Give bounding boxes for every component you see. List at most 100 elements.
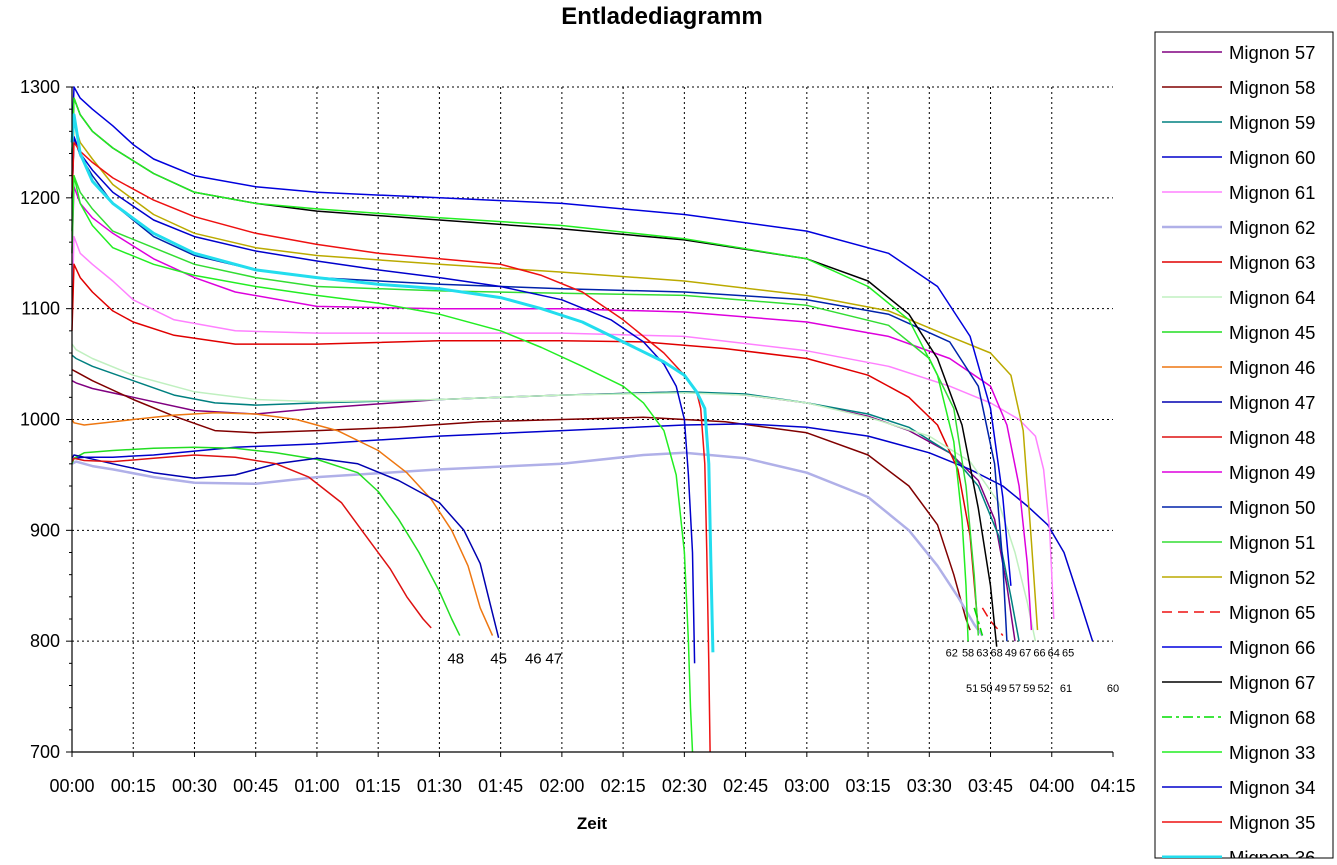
- end-label: 51: [966, 683, 978, 695]
- end-label: 61: [1060, 683, 1072, 695]
- series-line: [71, 343, 1037, 642]
- end-label: 63: [976, 648, 988, 660]
- legend-label: Mignon 63: [1229, 252, 1315, 273]
- legend-label: Mignon 64: [1229, 287, 1315, 308]
- end-label: 57: [1009, 683, 1021, 695]
- x-tick-label: 02:00: [539, 776, 584, 796]
- legend-label: Mignon 48: [1229, 427, 1315, 448]
- series-line: [71, 186, 1033, 631]
- series-line: [71, 368, 971, 631]
- legend-label: Mignon 47: [1229, 392, 1315, 413]
- series-line: [71, 423, 1094, 642]
- x-tick-label: 01:00: [294, 776, 339, 796]
- legend-label: Mignon 60: [1229, 147, 1315, 168]
- x-tick-label: 03:15: [846, 776, 891, 796]
- legend-label: Mignon 51: [1229, 532, 1315, 553]
- end-label: 48: [447, 650, 464, 667]
- y-tick-label: 1200: [20, 188, 60, 208]
- legend-label: Mignon 68: [1229, 707, 1315, 728]
- series-line: [71, 451, 984, 637]
- series-line: [71, 235, 1055, 620]
- x-tick-label: 01:30: [417, 776, 462, 796]
- legend-label: Mignon 49: [1229, 462, 1315, 483]
- end-label: 50: [980, 683, 992, 695]
- y-tick-label: 900: [30, 520, 60, 540]
- series-line: [71, 174, 980, 636]
- series-line: [71, 263, 980, 631]
- series-line: [71, 136, 696, 664]
- legend-label: Mignon 35: [1229, 812, 1315, 833]
- series-lines: [70, 86, 1094, 753]
- legend: Mignon 57 Mignon 58 Mignon 59 Mignon 60 Mign…: [1154, 31, 1334, 865]
- end-label: 49: [1005, 648, 1017, 660]
- grid-lines: [72, 86, 1113, 752]
- end-label: 45: [490, 650, 507, 667]
- series-line: [973, 607, 984, 636]
- legend-label: Mignon 65: [1229, 602, 1315, 623]
- x-tick-label: 02:15: [601, 776, 646, 796]
- legend-label: Mignon 62: [1229, 217, 1315, 238]
- end-label: 62: [946, 648, 958, 660]
- x-tick-label: 00:45: [233, 776, 278, 796]
- y-tick-label: 1300: [20, 77, 60, 97]
- x-tick-label: 02:30: [662, 776, 707, 796]
- end-label: 68: [991, 648, 1003, 660]
- end-label: 60: [1107, 683, 1119, 695]
- x-tick-label: 00:30: [172, 776, 217, 796]
- x-tick-label: 03:45: [968, 776, 1013, 796]
- x-tick-label: 03:00: [784, 776, 829, 796]
- series-line: [71, 136, 1008, 642]
- series-line: [71, 354, 1020, 642]
- end-label: 58: [962, 648, 974, 660]
- legend-label: Mignon 34: [1229, 777, 1315, 798]
- y-tick-label: 700: [30, 742, 60, 762]
- legend-label: Mignon 66: [1229, 637, 1315, 658]
- chart-title: Entladediagramm: [561, 3, 762, 30]
- x-tick-label: 00:15: [111, 776, 156, 796]
- series-line: [71, 121, 1039, 631]
- y-tick-label: 800: [30, 631, 60, 651]
- legend-label: Mignon 58: [1229, 77, 1315, 98]
- end-label: 59: [1023, 683, 1035, 695]
- end-label: 67: [1019, 648, 1031, 660]
- legend-label: Mignon 57: [1229, 42, 1315, 63]
- end-label: 64: [1048, 648, 1060, 660]
- series-line: [70, 113, 715, 653]
- x-tick-label: 01:15: [356, 776, 401, 796]
- end-label: 46: [525, 650, 542, 667]
- x-tick-label: 04:15: [1090, 776, 1135, 796]
- x-tick-label: 02:45: [723, 776, 768, 796]
- legend-label: Mignon 59: [1229, 112, 1315, 133]
- legend-label: Mignon 33: [1229, 742, 1315, 763]
- legend-box: [1154, 31, 1334, 859]
- end-label: 66: [1033, 648, 1045, 660]
- series-line: [71, 446, 461, 636]
- legend-label: Mignon 36: [1229, 847, 1315, 865]
- end-label: 65: [1062, 648, 1074, 660]
- legend-label: Mignon 67: [1229, 672, 1315, 693]
- series-line: [71, 454, 500, 638]
- end-label: 49: [995, 683, 1007, 695]
- x-tick-label: 03:30: [907, 776, 952, 796]
- end-label: 52: [1037, 683, 1049, 695]
- x-tick-label: 00:00: [49, 776, 94, 796]
- x-tick-label: 01:45: [478, 776, 523, 796]
- series-line: [71, 141, 711, 753]
- legend-label: Mignon 52: [1229, 567, 1315, 588]
- series-line: [71, 174, 694, 753]
- legend-label: Mignon 61: [1229, 182, 1315, 203]
- series-line: [71, 97, 969, 642]
- series-line: [71, 412, 494, 636]
- legend-label: Mignon 46: [1229, 357, 1315, 378]
- legend-label: Mignon 50: [1229, 497, 1315, 518]
- axes: 00:00 00:15 00:30 00:45 01:00 01:15 01:30 01:45…: [20, 77, 1136, 796]
- series-line: [71, 86, 1012, 586]
- x-tick-label: 04:00: [1029, 776, 1074, 796]
- legend-label: Mignon 45: [1229, 322, 1315, 343]
- x-axis-label: Zeit: [577, 814, 608, 833]
- series-line: [71, 454, 432, 629]
- y-tick-label: 1100: [21, 299, 60, 319]
- end-label: 47: [545, 650, 562, 667]
